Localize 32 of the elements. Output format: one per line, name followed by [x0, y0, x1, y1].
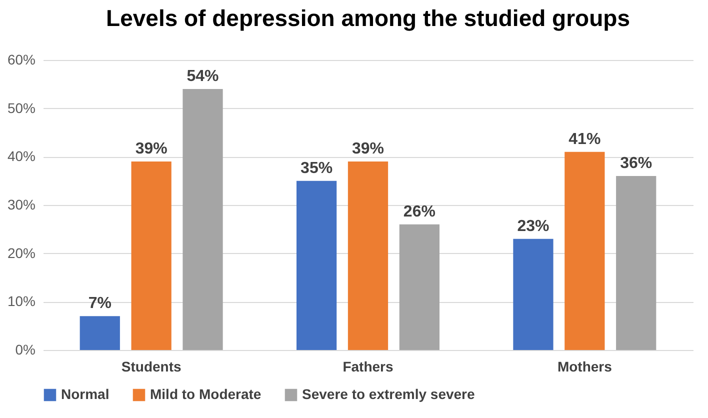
data-label: 39% [352, 140, 384, 158]
y-tick-label: 50% [7, 100, 36, 116]
legend-label: Mild to Moderate [150, 386, 262, 402]
x-tick-label: Mothers [557, 358, 612, 374]
data-label: 35% [300, 160, 333, 177]
bar [616, 176, 656, 350]
data-label: 23% [517, 218, 550, 235]
legend-label: Normal [61, 386, 110, 402]
x-tick-label: Students [121, 358, 182, 374]
y-tick-label: 60% [7, 52, 36, 68]
bar [131, 162, 172, 350]
bar [564, 152, 605, 350]
data-label: 54% [186, 68, 219, 85]
data-label: 26% [403, 203, 436, 220]
bar [399, 224, 440, 350]
data-label: 7% [88, 295, 112, 312]
data-label: 39% [135, 140, 168, 158]
y-tick-label: 0% [15, 342, 36, 358]
y-tick-label: 20% [7, 244, 36, 261]
legend-label: Severe to extremly severe [302, 386, 475, 402]
bar [348, 162, 388, 350]
bar [513, 238, 554, 350]
chart-title: Levels of depression among the studied groups [106, 5, 630, 31]
bar [182, 89, 223, 350]
data-label: 36% [620, 155, 652, 172]
data-label: 41% [568, 130, 601, 148]
y-tick-label: 30% [7, 196, 36, 212]
y-tick-label: 10% [7, 293, 36, 310]
y-tick-label: 40% [7, 148, 36, 164]
bar [296, 180, 337, 350]
x-tick-label: Fathers [342, 358, 394, 374]
bar [80, 316, 120, 350]
